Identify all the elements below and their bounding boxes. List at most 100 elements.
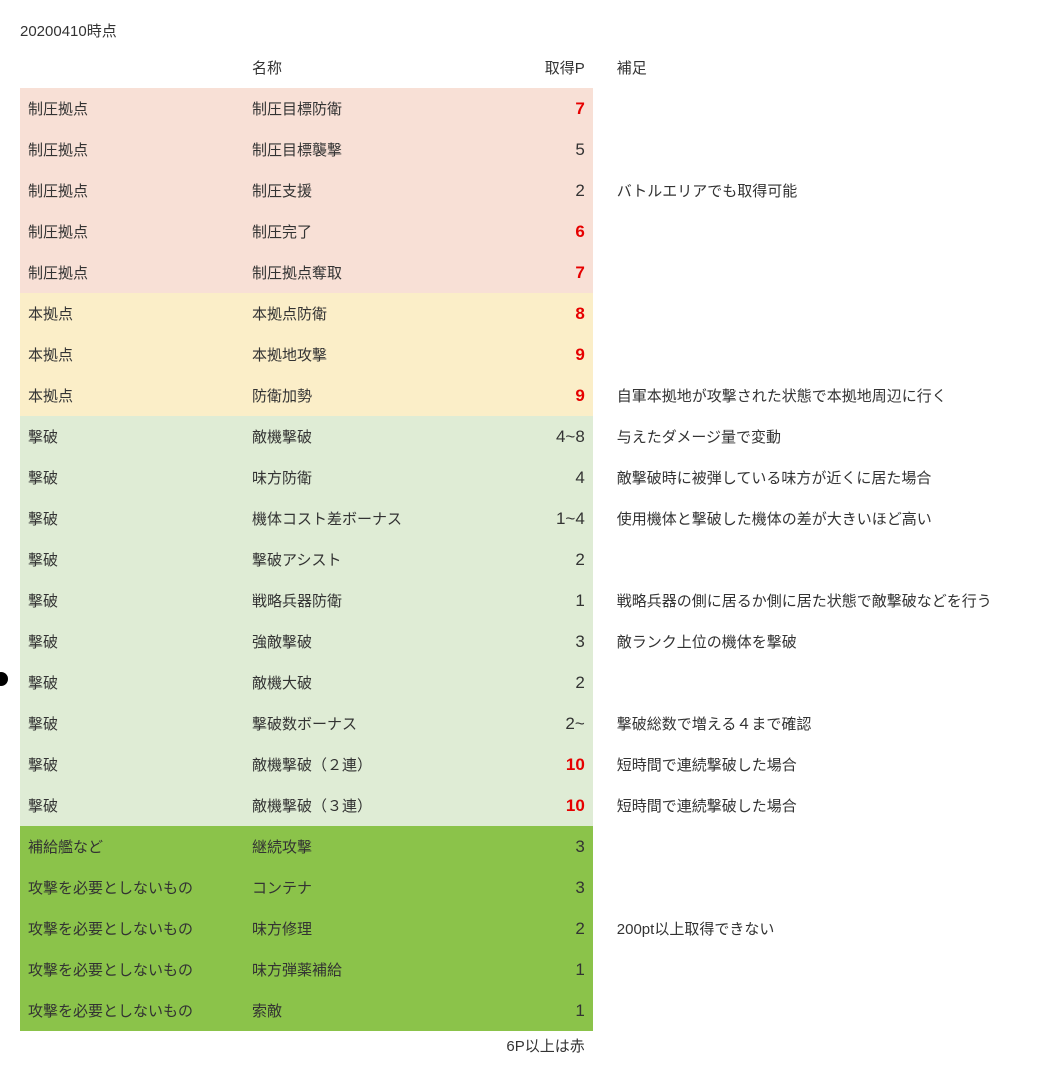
cell-name: 防衛加勢	[244, 375, 468, 416]
cell-category: 攻撃を必要としないもの	[20, 908, 244, 949]
table-row: 撃破敵機撃破4~8与えたダメージ量で変動	[20, 416, 1031, 457]
table-row: 本拠点本拠地攻撃9	[20, 334, 1031, 375]
footnote-row: 6P以上は赤	[20, 1031, 1031, 1066]
cell-category: 制圧拠点	[20, 170, 244, 211]
cell-name: 制圧目標防衛	[244, 88, 468, 129]
cell-points: 9	[468, 334, 593, 375]
footnote-text: 6P以上は赤	[468, 1031, 593, 1066]
header-category	[20, 47, 244, 88]
cell-note: バトルエリアでも取得可能	[593, 170, 1031, 211]
cell-category: 本拠点	[20, 375, 244, 416]
cell-note	[593, 211, 1031, 252]
cell-points: 1~4	[468, 498, 593, 539]
table-row: 撃破敵機大破2	[20, 662, 1031, 703]
points-table: 名称 取得P 補足 制圧拠点制圧目標防衛7制圧拠点制圧目標襲撃5制圧拠点制圧支援…	[20, 47, 1031, 1066]
cell-category: 撃破	[20, 457, 244, 498]
cell-points: 5	[468, 129, 593, 170]
cell-note	[593, 949, 1031, 990]
table-row: 制圧拠点制圧目標防衛7	[20, 88, 1031, 129]
table-row: 撃破撃破アシスト2	[20, 539, 1031, 580]
table-row: 制圧拠点制圧目標襲撃5	[20, 129, 1031, 170]
table-row: 攻撃を必要としないもの索敵1	[20, 990, 1031, 1031]
header-points: 取得P	[468, 47, 593, 88]
cell-name: 戦略兵器防衛	[244, 580, 468, 621]
table-row: 補給艦など継続攻撃3	[20, 826, 1031, 867]
cell-points: 1	[468, 949, 593, 990]
table-row: 撃破機体コスト差ボーナス1~4使用機体と撃破した機体の差が大きいほど高い	[20, 498, 1031, 539]
cell-note: 与えたダメージ量で変動	[593, 416, 1031, 457]
cell-category: 補給艦など	[20, 826, 244, 867]
cell-name: 撃破アシスト	[244, 539, 468, 580]
cell-name: 継続攻撃	[244, 826, 468, 867]
cell-category: 撃破	[20, 621, 244, 662]
table-row: 撃破敵機撃破（２連）10短時間で連続撃破した場合	[20, 744, 1031, 785]
timestamp-label: 20200410時点	[20, 20, 1031, 41]
cell-name: 制圧目標襲撃	[244, 129, 468, 170]
cell-category: 本拠点	[20, 293, 244, 334]
table-row: 撃破戦略兵器防衛1戦略兵器の側に居るか側に居た状態で敵撃破などを行う	[20, 580, 1031, 621]
cell-note: 戦略兵器の側に居るか側に居た状態で敵撃破などを行う	[593, 580, 1031, 621]
table-row: 撃破敵機撃破（３連）10短時間で連続撃破した場合	[20, 785, 1031, 826]
table-row: 制圧拠点制圧支援2バトルエリアでも取得可能	[20, 170, 1031, 211]
cell-note	[593, 990, 1031, 1031]
cell-points: 7	[468, 88, 593, 129]
cell-note	[593, 662, 1031, 703]
cell-name: 本拠点防衛	[244, 293, 468, 334]
header-row: 名称 取得P 補足	[20, 47, 1031, 88]
table-row: 攻撃を必要としないものコンテナ3	[20, 867, 1031, 908]
cell-points: 2~	[468, 703, 593, 744]
cell-name: 撃破数ボーナス	[244, 703, 468, 744]
table-row: 本拠点防衛加勢9自軍本拠地が攻撃された状態で本拠地周辺に行く	[20, 375, 1031, 416]
cell-category: 制圧拠点	[20, 88, 244, 129]
cell-category: 撃破	[20, 539, 244, 580]
cell-points: 4~8	[468, 416, 593, 457]
header-name: 名称	[244, 47, 468, 88]
cell-points: 1	[468, 990, 593, 1031]
cell-note	[593, 293, 1031, 334]
cell-category: 本拠点	[20, 334, 244, 375]
table-row: 制圧拠点制圧完了6	[20, 211, 1031, 252]
cell-note	[593, 539, 1031, 580]
cell-category: 撃破	[20, 662, 244, 703]
cell-name: 機体コスト差ボーナス	[244, 498, 468, 539]
cell-category: 攻撃を必要としないもの	[20, 949, 244, 990]
cell-note: 短時間で連続撃破した場合	[593, 785, 1031, 826]
cell-points: 10	[468, 744, 593, 785]
cell-name: 味方防衛	[244, 457, 468, 498]
edge-indicator-dot	[0, 672, 8, 686]
cell-points: 2	[468, 908, 593, 949]
cell-name: 味方弾薬補給	[244, 949, 468, 990]
cell-category: 撃破	[20, 416, 244, 457]
cell-category: 制圧拠点	[20, 129, 244, 170]
cell-name: 索敵	[244, 990, 468, 1031]
cell-name: 制圧支援	[244, 170, 468, 211]
cell-note: 撃破総数で増える４まで確認	[593, 703, 1031, 744]
cell-note: 敵ランク上位の機体を撃破	[593, 621, 1031, 662]
cell-note	[593, 129, 1031, 170]
cell-name: 敵機撃破（２連）	[244, 744, 468, 785]
cell-name: 制圧拠点奪取	[244, 252, 468, 293]
cell-note	[593, 867, 1031, 908]
cell-category: 制圧拠点	[20, 211, 244, 252]
cell-name: 敵機撃破	[244, 416, 468, 457]
cell-category: 撃破	[20, 744, 244, 785]
cell-points: 10	[468, 785, 593, 826]
cell-points: 3	[468, 621, 593, 662]
cell-category: 撃破	[20, 703, 244, 744]
table-row: 攻撃を必要としないもの味方修理2200pt以上取得できない	[20, 908, 1031, 949]
cell-category: 制圧拠点	[20, 252, 244, 293]
cell-points: 9	[468, 375, 593, 416]
cell-note	[593, 88, 1031, 129]
cell-points: 1	[468, 580, 593, 621]
cell-note	[593, 252, 1031, 293]
cell-category: 撃破	[20, 580, 244, 621]
cell-name: 本拠地攻撃	[244, 334, 468, 375]
cell-points: 2	[468, 539, 593, 580]
cell-category: 攻撃を必要としないもの	[20, 867, 244, 908]
cell-points: 3	[468, 867, 593, 908]
cell-note: 使用機体と撃破した機体の差が大きいほど高い	[593, 498, 1031, 539]
cell-name: コンテナ	[244, 867, 468, 908]
cell-category: 撃破	[20, 498, 244, 539]
cell-note: 敵撃破時に被弾している味方が近くに居た場合	[593, 457, 1031, 498]
cell-points: 3	[468, 826, 593, 867]
